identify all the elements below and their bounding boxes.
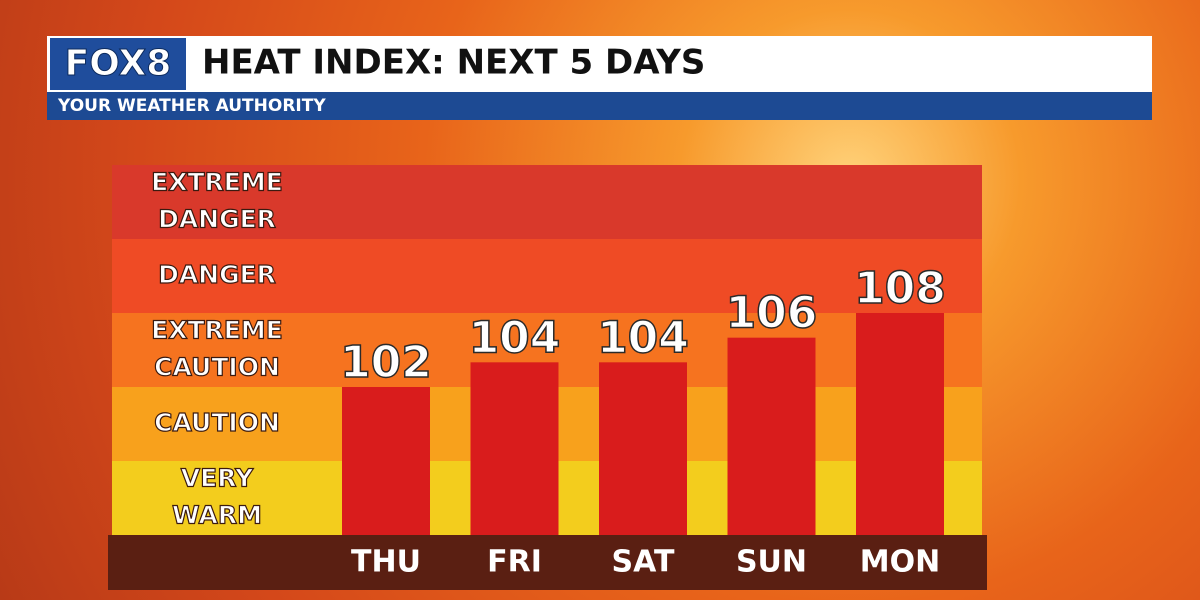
band-label: EXTREME — [151, 316, 283, 345]
x-tick-label: FRI — [487, 545, 542, 580]
subtitle-bar — [47, 92, 1152, 120]
subtitle: YOUR WEATHER AUTHORITY — [57, 96, 326, 116]
header-bar — [47, 36, 1152, 92]
value-label: 106 — [726, 288, 818, 339]
logo: FOX8 — [65, 43, 172, 84]
value-label: 104 — [597, 312, 689, 363]
band-label: DANGER — [158, 205, 276, 234]
band-label: CAUTION — [154, 408, 280, 437]
bar — [856, 313, 944, 535]
x-tick-label: SAT — [612, 545, 675, 580]
day-strip — [108, 535, 987, 590]
band-label: WARM — [172, 501, 262, 530]
band-label: VERY — [181, 464, 254, 493]
value-label: 108 — [854, 263, 946, 314]
chart-title: HEAT INDEX: NEXT 5 DAYS — [202, 43, 705, 83]
x-tick-label: MON — [860, 545, 940, 580]
bar — [342, 387, 430, 535]
value-label: 104 — [469, 312, 561, 363]
x-tick-label: THU — [351, 545, 421, 580]
x-tick-label: SUN — [736, 545, 807, 580]
band — [112, 239, 982, 313]
bar — [470, 362, 559, 535]
value-label: 102 — [340, 337, 432, 388]
logo-box — [50, 38, 186, 90]
band-label: EXTREME — [151, 168, 283, 197]
bar — [727, 337, 816, 535]
band-label: DANGER — [158, 260, 276, 289]
band — [112, 165, 982, 239]
bar — [599, 362, 687, 535]
band-label: CAUTION — [154, 353, 280, 382]
